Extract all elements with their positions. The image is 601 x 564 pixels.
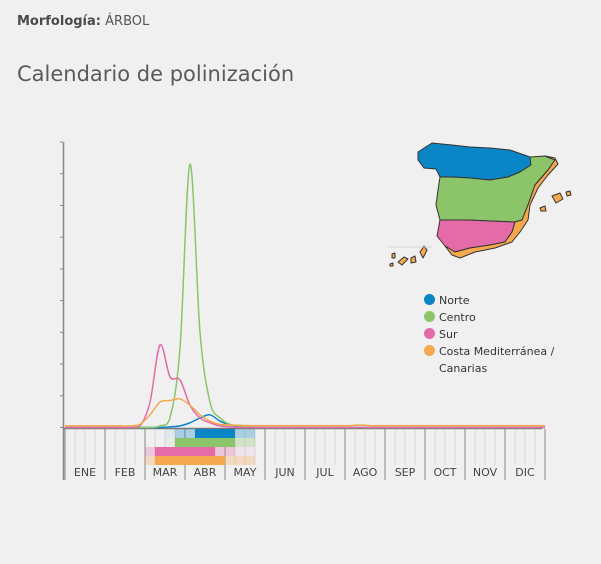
heatmap-cell — [185, 429, 195, 438]
y-ticks — [60, 141, 63, 428]
month-label: ENE — [74, 466, 96, 479]
heatmap-cell — [165, 456, 175, 465]
heatmap-cell — [175, 456, 185, 465]
heatmap-cell — [195, 456, 205, 465]
series-line — [65, 398, 545, 427]
heatmap-cell — [225, 447, 235, 456]
heatmap-cell — [235, 447, 245, 456]
heatmap-cell — [165, 438, 175, 447]
morphology-line: Morfología: ÁRBOL — [17, 14, 149, 29]
month-labels: ENE FEB MAR ABR MAY JUN JUL AGO SEP OCT NOV DIC — [74, 466, 535, 479]
legend-dot-icon — [424, 294, 435, 305]
heatmap-cell — [165, 447, 175, 456]
heatmap-cell — [245, 456, 255, 465]
month-label: NOV — [473, 466, 498, 479]
heatmap-cell — [215, 438, 225, 447]
heatmap-cell — [195, 447, 205, 456]
month-label: JUN — [274, 466, 295, 479]
legend-dot-icon — [424, 311, 435, 322]
legend: Norte Centro Sur Costa Mediterránea / Ca… — [424, 292, 569, 377]
heatmap-cell — [205, 438, 215, 447]
heatmap-cell — [235, 456, 245, 465]
legend-item-costa: Costa Mediterránea / Canarias — [424, 343, 569, 377]
series-lines — [65, 163, 545, 429]
heatmap-cell — [215, 447, 225, 456]
heatmap-cell — [235, 438, 245, 447]
heatmap-cell — [185, 456, 195, 465]
heatmap-cell — [145, 456, 155, 465]
month-label: OCT — [433, 466, 456, 479]
heatmap-cell — [205, 447, 215, 456]
heatmap-cell — [205, 429, 215, 438]
heatmap-cell — [195, 429, 205, 438]
legend-item-centro: Centro — [424, 309, 569, 326]
legend-dot-icon — [424, 328, 435, 339]
heatmap-cell — [235, 429, 245, 438]
legend-label: Costa Mediterránea / Canarias — [439, 345, 555, 375]
heatmap-cell — [225, 456, 235, 465]
heatmap — [145, 429, 255, 465]
heatmap-cell — [245, 438, 255, 447]
heatmap-cell — [185, 447, 195, 456]
heatmap-cell — [175, 438, 185, 447]
heatmap-cell — [165, 429, 175, 438]
heatmap-cell — [215, 456, 225, 465]
heatmap-cell — [175, 429, 185, 438]
heatmap-cell — [245, 429, 255, 438]
legend-item-norte: Norte — [424, 292, 569, 309]
map-region-costa — [444, 155, 559, 259]
month-label: ABR — [194, 466, 217, 479]
morphology-label: Morfología: — [17, 14, 101, 29]
month-label: SEP — [395, 466, 416, 479]
series-line — [65, 344, 545, 429]
month-label: DIC — [515, 466, 535, 479]
legend-item-sur: Sur — [424, 326, 569, 343]
month-label: MAR — [153, 466, 178, 479]
month-label: MAY — [234, 466, 257, 479]
morphology-value: ÁRBOL — [105, 14, 150, 29]
heatmap-cell — [145, 447, 155, 456]
page-title: Calendario de polinización — [17, 62, 295, 86]
map-canarias — [389, 245, 428, 267]
heatmap-cell — [225, 429, 235, 438]
heatmap-cell — [155, 456, 165, 465]
legend-dot-icon — [424, 345, 435, 356]
heatmap-cell — [215, 429, 225, 438]
heatmap-cell — [245, 447, 255, 456]
spain-map — [388, 142, 572, 267]
week-grid — [64, 429, 546, 480]
heatmap-cell — [185, 438, 195, 447]
heatmap-cell — [155, 447, 165, 456]
heatmap-cell — [225, 438, 235, 447]
month-label: AGO — [353, 466, 378, 479]
heatmap-cell — [205, 456, 215, 465]
month-label: FEB — [115, 466, 136, 479]
heatmap-cell — [175, 447, 185, 456]
map-balearics — [539, 190, 572, 212]
legend-label: Norte — [439, 294, 470, 307]
legend-label: Centro — [439, 311, 476, 324]
legend-label: Sur — [439, 328, 458, 341]
heatmap-cell — [195, 438, 205, 447]
month-label: JUL — [315, 466, 334, 479]
